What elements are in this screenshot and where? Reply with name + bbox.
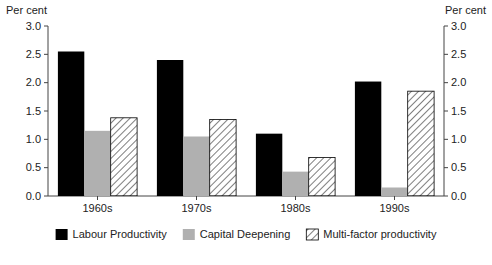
legend-swatch [56,229,68,240]
y-axis-label: Per cent [6,4,47,16]
y-tick [44,196,48,197]
y2-tick [444,139,448,140]
y-tick-label: 1.5 [26,105,41,117]
legend-swatch [306,229,318,240]
y-tick-label: 2.5 [26,48,41,60]
y-tick [44,139,48,140]
x-tick [295,196,296,200]
legend-item: Multi-factor productivity [306,228,437,240]
y2-tick [444,54,448,55]
bar [408,91,434,196]
legend-label: Capital Deepening [200,228,291,240]
legend-item: Labour Productivity [56,228,168,240]
bar [256,134,282,196]
bar [157,60,183,196]
y-tick [44,111,48,112]
y-tick-label: 0.0 [26,190,41,202]
x-tick-label: 1990s [380,202,410,214]
y2-axis-label: Per cent [445,4,486,16]
bar [355,82,381,196]
y2-tick-label: 0.0 [451,190,466,202]
y2-tick [444,26,448,27]
legend-label: Multi-factor productivity [323,228,437,240]
y-tick-label: 1.0 [26,133,41,145]
bar [84,131,110,196]
y-tick-label: 0.5 [26,161,41,173]
bars [58,52,434,197]
x-tick [196,196,197,200]
y2-tick [444,167,448,168]
y2-tick-label: 3.0 [451,20,466,32]
legend-item: Capital Deepening [183,228,291,240]
x-tick-label: 1980s [281,202,311,214]
y2-tick-label: 2.0 [451,76,466,88]
bar [210,120,236,197]
bar [58,52,84,197]
y-tick [44,82,48,83]
legend-label: Labour Productivity [73,228,168,240]
y-tick-label: 2.0 [26,76,41,88]
y2-tick-label: 2.5 [451,48,466,60]
legend: Labour Productivity Capital Deepening Mult… [56,228,437,240]
y-tick [44,26,48,27]
y2-tick [444,196,448,197]
bar [381,188,407,197]
y-tick-label: 3.0 [26,20,41,32]
legend-swatch [183,229,195,240]
y2-tick [444,82,448,83]
y-tick [44,54,48,55]
bar [111,118,137,196]
x-tick [394,196,395,200]
bar [309,157,335,196]
y2-tick-label: 1.0 [451,133,466,145]
y2-tick-label: 0.5 [451,161,466,173]
bar [282,172,308,196]
y-tick [44,167,48,168]
axes: 0.0 0.5 1.0 1.5 2.0 2.5 3.0 0.0 0.5 1.0 1.5 2.0 2.5 3… [26,20,467,215]
bar [183,137,209,197]
chart: 0.0 0.5 1.0 1.5 2.0 2.5 3.0 0.0 0.5 1.0 1.5 2.0 2.5 3… [0,0,492,265]
x-tick-label: 1970s [182,202,212,214]
y2-tick-label: 1.5 [451,105,466,117]
x-tick-label: 1960s [83,202,113,214]
y2-tick [444,111,448,112]
x-tick [97,196,98,200]
